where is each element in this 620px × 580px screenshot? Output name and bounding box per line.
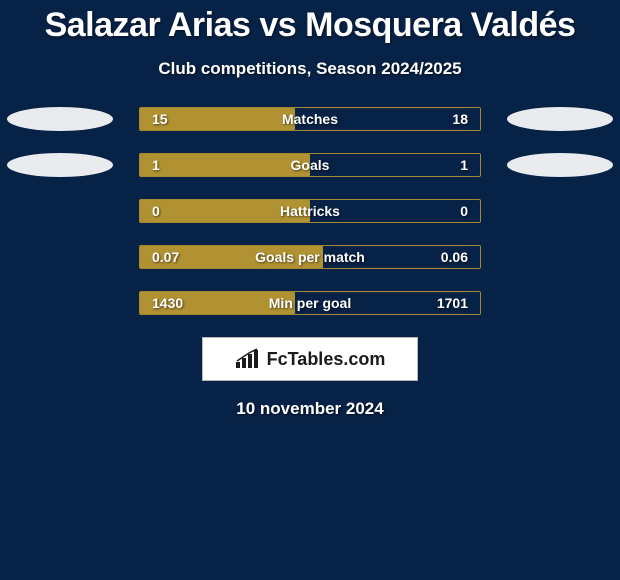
stat-label: Goals per match (255, 249, 365, 265)
player-right-ellipse (507, 153, 613, 177)
stat-label: Min per goal (269, 295, 351, 311)
bar-chart-icon (235, 348, 261, 370)
comparison-row: 0 Hattricks 0 (0, 199, 620, 223)
stat-left-value: 1430 (152, 295, 183, 311)
page-title: Salazar Arias vs Mosquera Valdés (45, 6, 576, 45)
player-left-ellipse (7, 153, 113, 177)
stat-right-value: 18 (452, 111, 468, 127)
logo-box[interactable]: FcTables.com (202, 337, 418, 381)
stat-label: Hattricks (280, 203, 340, 219)
stat-right-value: 1701 (437, 295, 468, 311)
logo-text: FcTables.com (267, 349, 386, 370)
comparison-infographic: Salazar Arias vs Mosquera Valdés Club co… (0, 0, 620, 419)
stat-left-value: 0 (152, 203, 160, 219)
player-right-ellipse (507, 107, 613, 131)
stat-label: Matches (282, 111, 338, 127)
stat-right-value: 1 (460, 157, 468, 173)
player-left-ellipse (7, 107, 113, 131)
comparison-row: 15 Matches 18 (0, 107, 620, 131)
subtitle: Club competitions, Season 2024/2025 (158, 59, 461, 79)
comparison-row: 0.07 Goals per match 0.06 (0, 245, 620, 269)
bar-track: 1 Goals 1 (139, 153, 481, 177)
bar-track: 0.07 Goals per match 0.06 (139, 245, 481, 269)
stat-left-value: 15 (152, 111, 168, 127)
comparison-row: 1430 Min per goal 1701 (0, 291, 620, 315)
stat-right-value: 0.06 (441, 249, 468, 265)
date-text: 10 november 2024 (236, 399, 383, 419)
comparison-row: 1 Goals 1 (0, 153, 620, 177)
stat-left-value: 0.07 (152, 249, 179, 265)
bar-fill-left (140, 154, 310, 176)
bar-track: 15 Matches 18 (139, 107, 481, 131)
stat-left-value: 1 (152, 157, 160, 173)
bar-track: 1430 Min per goal 1701 (139, 291, 481, 315)
comparison-rows: 15 Matches 18 1 Goals 1 0 Hattricks 0 0.07 Goals p… (0, 107, 620, 315)
bar-track: 0 Hattricks 0 (139, 199, 481, 223)
stat-right-value: 0 (460, 203, 468, 219)
stat-label: Goals (291, 157, 330, 173)
